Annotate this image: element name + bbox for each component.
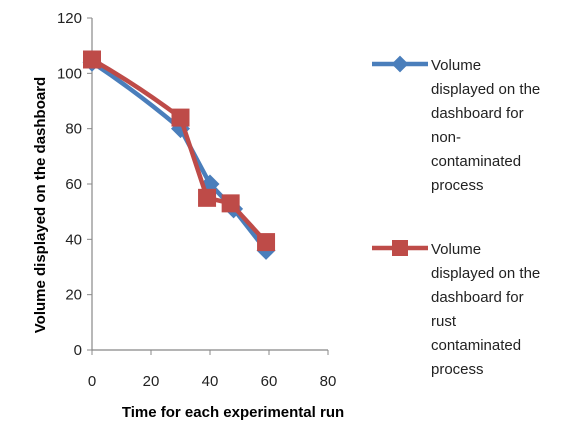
x-tick-label: 20: [143, 373, 160, 390]
y-tick-label: 20: [65, 287, 82, 304]
data-point: [83, 50, 101, 69]
legend-entry-2: Volume displayed on the dashboard for rust c…: [372, 240, 540, 378]
legend-label-line: rust: [431, 313, 457, 330]
y-tick-label: 100: [57, 65, 82, 82]
y-axis-title: Volume displayed on the dashboard: [32, 77, 49, 333]
data-point: [221, 194, 240, 213]
y-tick-label: 0: [74, 342, 82, 359]
legend: Volume displayed on the dashboard for non-c…: [372, 55, 540, 378]
x-tick-label: 80: [320, 373, 337, 390]
legend-label-line: displayed on the: [431, 265, 540, 282]
legend-label-line: process: [431, 177, 484, 194]
series-1: [82, 52, 276, 260]
y-tick-label: 40: [65, 231, 82, 248]
data-point: [391, 55, 409, 73]
series-2: [83, 50, 276, 252]
legend-label-line: dashboard for: [431, 289, 524, 306]
y-tick-label: 80: [65, 121, 82, 138]
legend-label-line: contaminated: [431, 337, 521, 354]
x-tick-label: 0: [88, 373, 96, 390]
legend-label-line: Volume: [431, 241, 481, 258]
legend-label-line: process: [431, 361, 484, 378]
axes: 0 20 40 60 80 100 120 0 20 40 60 80: [57, 10, 336, 390]
legend-entry-1: Volume displayed on the dashboard for non-c…: [372, 55, 540, 194]
x-tick-label: 60: [261, 373, 278, 390]
legend-label-line: Volume: [431, 57, 481, 74]
y-tick-label: 120: [57, 10, 82, 27]
y-tick-label: 60: [65, 176, 82, 193]
series-line: [89, 57, 269, 245]
legend-label-line: non-: [431, 129, 461, 146]
data-point: [392, 240, 408, 256]
x-axis-title: Time for each experimental run: [122, 404, 344, 421]
data-point: [198, 188, 217, 207]
series-line: [89, 60, 269, 253]
legend-label-line: dashboard for: [431, 105, 524, 122]
legend-label-line: displayed on the: [431, 81, 540, 98]
data-point: [171, 108, 190, 127]
x-tick-label: 40: [202, 373, 219, 390]
data-point: [257, 233, 276, 252]
series-layer: [82, 50, 276, 260]
legend-label-line: contaminated: [431, 153, 521, 170]
